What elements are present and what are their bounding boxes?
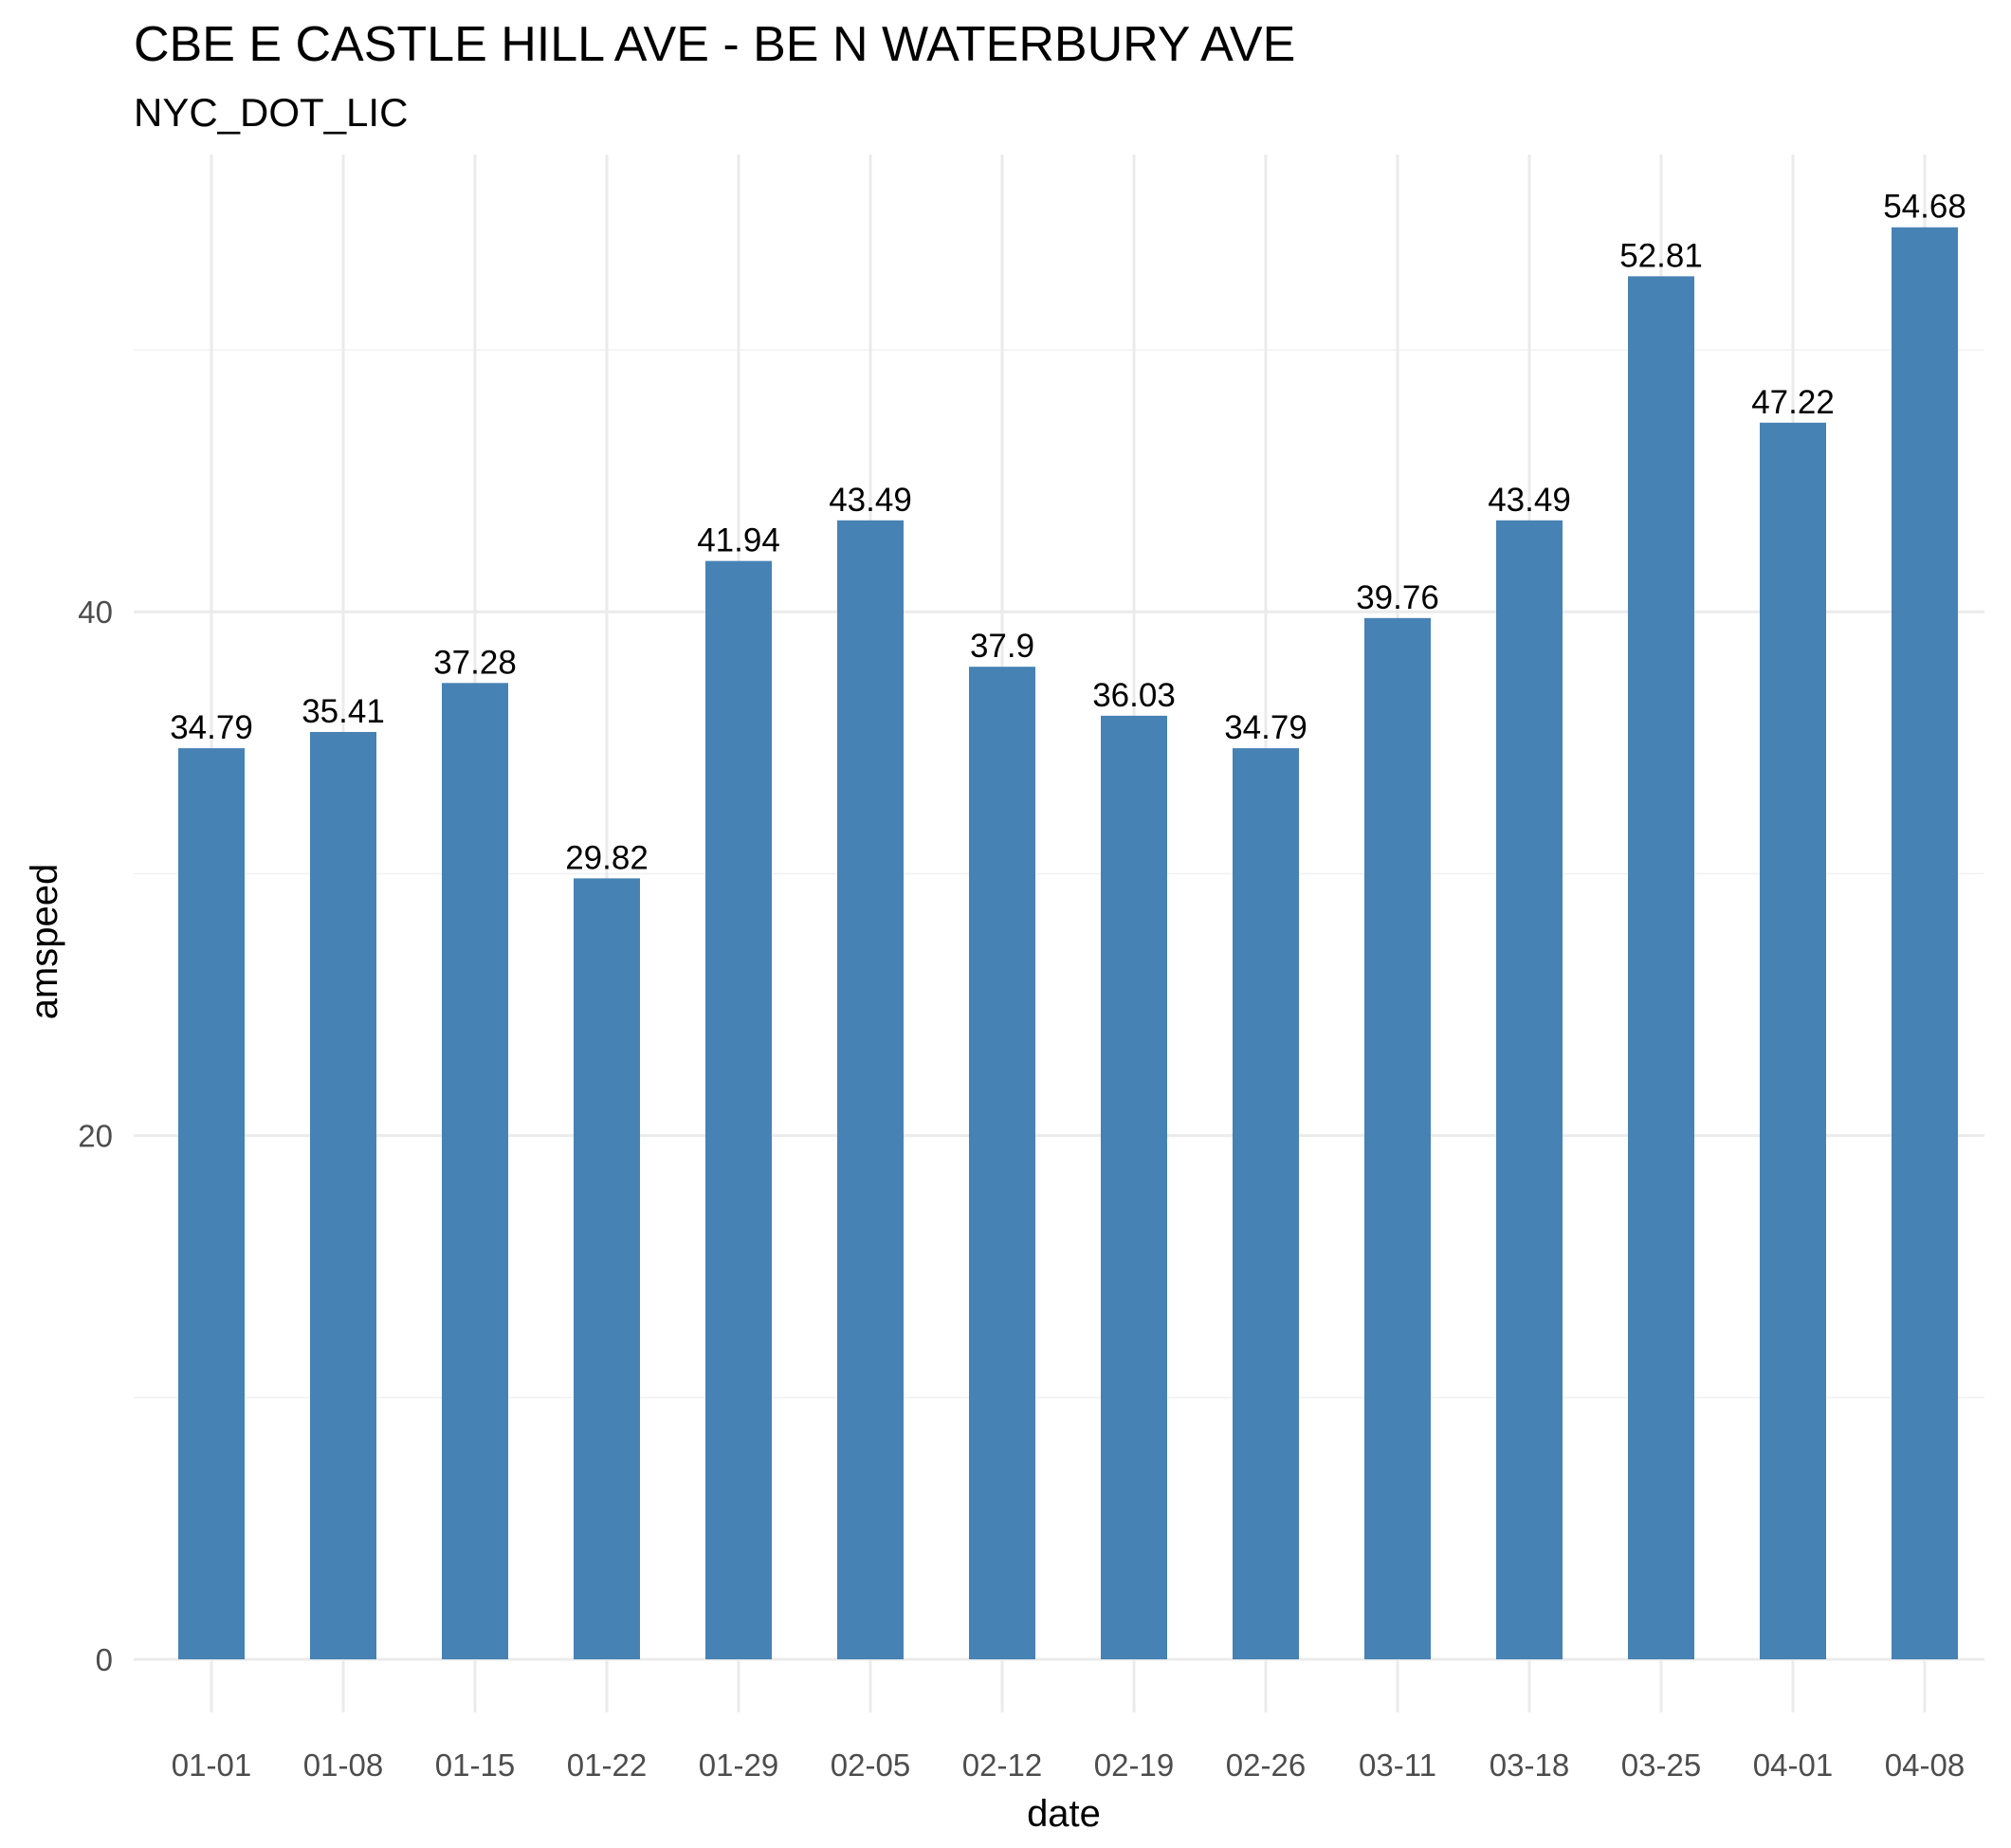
x-axis-title: date xyxy=(1027,1793,1101,1835)
chart-subtitle: NYC_DOT_LIC xyxy=(134,90,408,135)
data-label: 34.79 xyxy=(170,709,253,746)
x-tick-label: 02-05 xyxy=(831,1747,910,1783)
data-label: 37.28 xyxy=(433,644,517,681)
x-tick-label: 03-11 xyxy=(1359,1747,1436,1783)
data-label: 43.49 xyxy=(829,482,912,519)
bar xyxy=(1496,520,1563,1660)
x-tick-label: 04-01 xyxy=(1753,1747,1833,1783)
x-tick-label: 02-12 xyxy=(962,1747,1042,1783)
bar xyxy=(1892,227,1958,1659)
bar xyxy=(310,731,376,1659)
x-tick-label: 01-29 xyxy=(699,1747,778,1783)
y-tick-label: 40 xyxy=(78,595,113,630)
x-tick-label: 01-01 xyxy=(172,1747,251,1783)
x-tick-label: 03-18 xyxy=(1490,1747,1569,1783)
data-label: 41.94 xyxy=(697,522,780,559)
data-label: 29.82 xyxy=(565,839,649,876)
bar xyxy=(1364,617,1431,1659)
x-tick-label: 03-25 xyxy=(1621,1747,1701,1783)
x-tick-label: 01-15 xyxy=(435,1747,515,1783)
y-tick-label: 0 xyxy=(96,1642,113,1677)
data-label: 52.81 xyxy=(1619,237,1703,274)
x-tick-label: 01-22 xyxy=(567,1747,647,1783)
bar xyxy=(1101,715,1167,1659)
data-label: 43.49 xyxy=(1488,482,1571,519)
x-tick-label: 01-08 xyxy=(303,1747,383,1783)
x-tick-label: 02-19 xyxy=(1094,1747,1174,1783)
bar xyxy=(969,667,1035,1659)
bar xyxy=(837,520,904,1660)
y-tick-label: 20 xyxy=(78,1119,113,1154)
x-tick-label: 02-26 xyxy=(1226,1747,1306,1783)
data-label: 54.68 xyxy=(1883,189,1966,226)
data-label: 34.79 xyxy=(1224,709,1307,746)
data-label: 47.22 xyxy=(1751,384,1835,421)
bar xyxy=(178,748,245,1659)
chart-title: CBE E CASTLE HILL AVE - BE N WATERBURY A… xyxy=(134,17,1295,72)
data-label: 37.9 xyxy=(970,628,1034,665)
bar xyxy=(1628,276,1694,1659)
bar xyxy=(1760,422,1826,1660)
y-axis-title: amspeed xyxy=(24,864,65,1020)
data-label: 35.41 xyxy=(302,693,385,730)
bar xyxy=(574,878,640,1659)
x-tick-label: 04-08 xyxy=(1885,1747,1965,1783)
data-label: 36.03 xyxy=(1092,677,1176,714)
bars-layer xyxy=(178,227,1958,1660)
bar xyxy=(1233,748,1299,1659)
data-labels-layer: 34.79 35.41 37.28 29.82 41.94 43.49 37.9 36.03 3… xyxy=(170,189,1966,877)
bar xyxy=(705,560,772,1659)
data-label: 39.76 xyxy=(1356,579,1439,616)
axes-layer: 0 20 40 01-01 01-08 01-15 01-22 01-29 02-05 02-12… xyxy=(78,595,1965,1783)
bar xyxy=(442,683,508,1659)
